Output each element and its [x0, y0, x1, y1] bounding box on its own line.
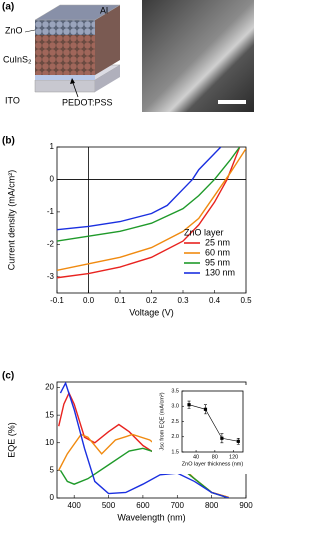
x-tick-label: 40: [193, 454, 199, 460]
layer-label: CuInS₂: [3, 54, 32, 64]
x-tick-label: 400: [68, 501, 82, 510]
x-tick-label: 0.3: [177, 296, 189, 305]
sem-image: [142, 0, 254, 112]
x-tick-label: 700: [171, 501, 185, 510]
pointer: [24, 29, 36, 33]
layer-label: Al: [100, 5, 108, 15]
layer-label: PEDOT:PSS: [62, 97, 113, 107]
x-axis-label: Wavelength (nm): [117, 512, 185, 522]
y-tick-label: 3.0: [171, 404, 179, 410]
pedot-layer: [35, 75, 95, 80]
y-tick-label: 15: [45, 410, 54, 419]
x-tick-label: 120: [229, 454, 238, 460]
series-line: [57, 148, 246, 271]
y-tick-label: 2.0: [171, 434, 179, 440]
series-line: [57, 147, 222, 231]
x-tick-label: 0.4: [209, 296, 221, 305]
y-axis-label: Current density (mA/cm²): [6, 170, 16, 271]
layer-label: ZnO: [5, 25, 23, 35]
series-line: [59, 447, 230, 498]
y-tick-label: -2: [47, 239, 55, 248]
legend-title: ZnO layer: [184, 227, 224, 237]
x-tick-label: 500: [102, 501, 116, 510]
x-tick-label: 80: [212, 454, 218, 460]
point: [187, 403, 191, 407]
y-tick-label: 5: [50, 465, 55, 474]
x-tick-label: -0.1: [50, 296, 64, 305]
figure: (a) Al ZnO CuInS₂ ITO PEDOT:PSS -0.1 0.0 0…: [2, 0, 254, 522]
point: [220, 436, 224, 440]
x-tick-label: 0.0: [83, 296, 95, 305]
point: [236, 439, 240, 443]
layer-label: ITO: [5, 95, 20, 105]
stack-side: [95, 5, 120, 75]
series-line: [57, 147, 241, 242]
y-tick-label: -1: [47, 207, 55, 216]
legend-label: 95 nm: [205, 257, 230, 267]
y-tick-label: 0: [50, 493, 55, 502]
y-axis-label: Jsc from EQE (mA/cm²): [159, 392, 165, 450]
x-tick-label: 0.2: [146, 296, 158, 305]
cis-layer: [35, 35, 95, 75]
legend-label: 25 nm: [205, 237, 230, 247]
zno-layer: [35, 20, 95, 35]
connector: [188, 404, 239, 442]
series-line: [59, 382, 230, 498]
x-tick-label: 800: [205, 501, 219, 510]
sem-photo: [142, 0, 254, 112]
x-tick-label: 900: [239, 501, 253, 510]
arrowhead: [70, 78, 75, 84]
panel-label: (b): [2, 136, 15, 147]
schematic: (a) Al ZnO CuInS₂ ITO PEDOT:PSS: [2, 2, 121, 107]
legend-label: 130 nm: [205, 267, 235, 277]
y-tick-label: 1: [50, 142, 55, 151]
point: [203, 407, 208, 411]
panel-label: (c): [2, 371, 14, 382]
x-tick-label: 600: [136, 501, 150, 510]
series-line: [57, 147, 241, 279]
ito-side: [95, 65, 120, 92]
legend-label: 60 nm: [205, 247, 230, 257]
y-axis-label: EQE (%): [6, 422, 16, 458]
x-axis-label: ZnO layer thickness (nm): [182, 461, 244, 467]
y-tick-label: 2.5: [171, 419, 179, 425]
y-tick-label: 1.5: [171, 449, 179, 455]
x-tick-label: 0.1: [114, 296, 126, 305]
panel-label: (a): [2, 2, 14, 13]
x-tick-label: 0.5: [240, 296, 252, 305]
al-top: [34, 4, 121, 21]
x-axis-label: Voltage (V): [129, 307, 174, 317]
y-tick-label: 3.5: [171, 388, 179, 394]
scale-bar: [218, 100, 246, 104]
y-tick-label: 10: [45, 438, 54, 447]
y-tick-label: 20: [45, 383, 54, 392]
y-tick-label: -3: [47, 272, 55, 281]
y-tick-label: 0: [50, 175, 55, 184]
ito-front: [34, 79, 96, 93]
inset-bg: [152, 385, 253, 474]
